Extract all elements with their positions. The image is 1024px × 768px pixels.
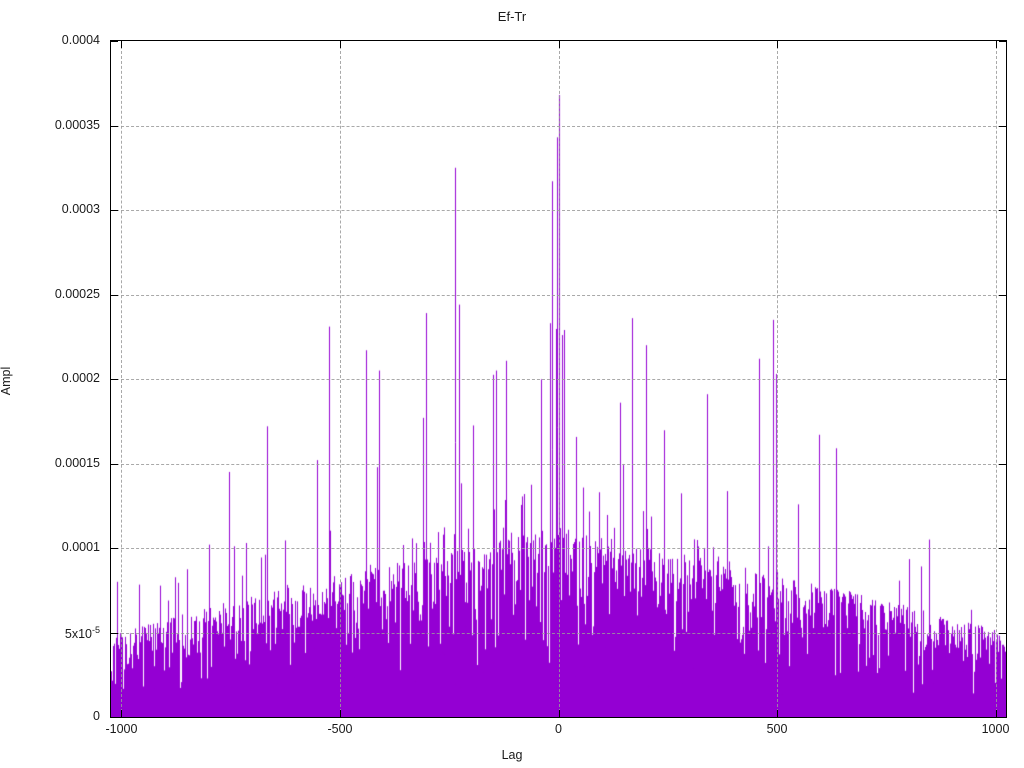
- x-tick-mark: [995, 710, 997, 717]
- x-tick-mark: [121, 710, 123, 717]
- y-tick-mark: [111, 210, 118, 211]
- gridline-vertical: [558, 41, 560, 717]
- y-tick-mark: [999, 632, 1006, 634]
- x-tick-label: 0: [555, 722, 562, 736]
- gridline-vertical: [121, 41, 123, 717]
- y-tick-label: 0.0004: [61, 33, 100, 47]
- y-tick-label: 0.00025: [54, 286, 100, 301]
- y-tick-mark: [111, 379, 118, 380]
- y-tick-mark: [999, 548, 1006, 549]
- x-tick-mark: [339, 710, 341, 717]
- y-tick-mark: [111, 548, 118, 549]
- x-tick-mark: [558, 710, 560, 717]
- x-tick-mark: [339, 41, 341, 48]
- plot-area: [110, 40, 1007, 718]
- y-tick-label: 0.0001: [61, 540, 100, 554]
- y-tick-label: 5x10-5: [64, 624, 100, 641]
- y-tick-mark: [999, 125, 1006, 127]
- gridline-vertical: [995, 41, 997, 717]
- y-tick-label: 0.00035: [54, 117, 100, 132]
- x-tick-label: -1000: [105, 722, 138, 736]
- y-tick-mark: [999, 210, 1006, 211]
- y-tick-mark: [999, 463, 1006, 465]
- y-tick-mark: [111, 294, 118, 296]
- chart-title: Ef-Tr: [497, 9, 527, 24]
- y-tick-label: 0: [93, 709, 100, 723]
- x-tick-mark: [121, 41, 123, 48]
- y-tick-mark: [999, 379, 1006, 380]
- gridline-vertical: [339, 41, 341, 717]
- y-tick-mark: [111, 632, 118, 634]
- y-axis-title: Ampl: [0, 366, 14, 396]
- x-tick-label: 500: [766, 722, 788, 736]
- y-tick-label: 0.00015: [54, 455, 100, 470]
- y-tick-mark: [999, 294, 1006, 296]
- y-tick-mark: [111, 125, 118, 127]
- y-tick-mark: [111, 463, 118, 465]
- x-tick-label: -500: [327, 722, 353, 736]
- x-axis-title: Lag: [501, 748, 523, 762]
- x-tick-mark: [995, 41, 997, 48]
- y-tick-label: 0.0002: [61, 371, 100, 385]
- x-tick-label: 1000: [981, 722, 1010, 736]
- x-tick-mark: [777, 710, 778, 717]
- y-tick-mark: [999, 41, 1006, 42]
- x-tick-mark: [558, 41, 560, 48]
- y-tick-label: 0.0003: [61, 202, 100, 216]
- x-tick-mark: [777, 41, 778, 48]
- gridline-vertical: [777, 41, 778, 717]
- y-tick-mark: [111, 41, 118, 42]
